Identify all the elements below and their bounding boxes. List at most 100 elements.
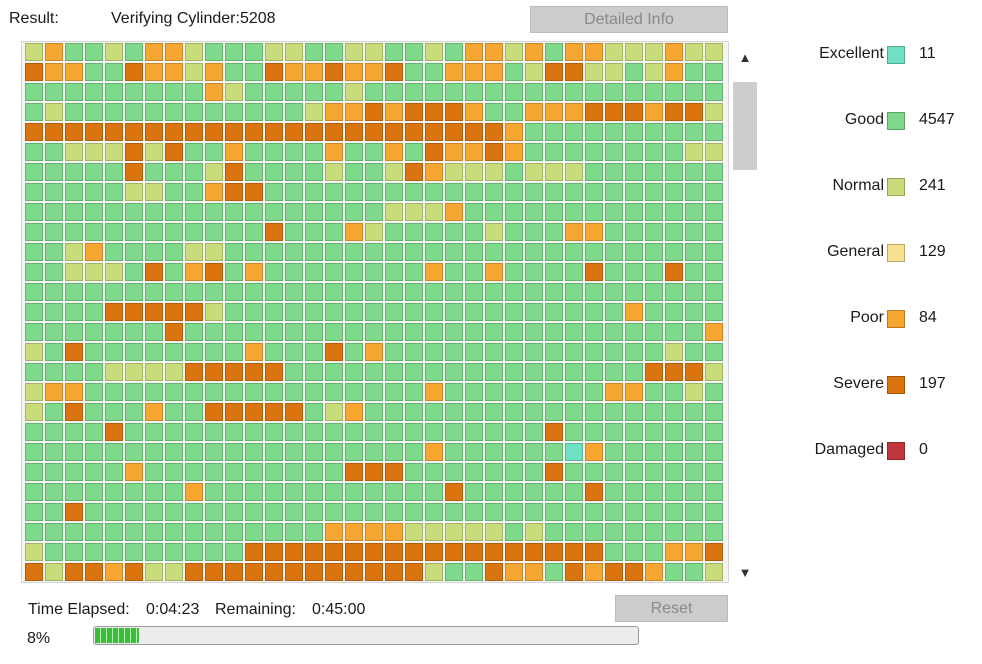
grid-cell <box>305 83 323 101</box>
grid-cell <box>605 463 623 481</box>
grid-cell <box>445 203 463 221</box>
grid-cell <box>185 83 203 101</box>
grid-cell <box>385 563 403 581</box>
grid-cell <box>605 323 623 341</box>
grid-cell <box>465 283 483 301</box>
chevron-down-icon[interactable]: ▼ <box>738 565 752 580</box>
grid-cell <box>305 483 323 501</box>
grid-cell <box>265 123 283 141</box>
grid-cell <box>65 223 83 241</box>
grid-cell <box>245 343 263 361</box>
grid-cell <box>645 183 663 201</box>
grid-cell <box>225 503 243 521</box>
grid-cell <box>625 483 643 501</box>
grid-cell <box>305 103 323 121</box>
grid-cell <box>625 43 643 61</box>
grid-cell <box>245 243 263 261</box>
grid-cell <box>525 403 543 421</box>
grid-cell <box>245 563 263 581</box>
grid-cell <box>325 463 343 481</box>
grid-cell <box>445 303 463 321</box>
cell-grid <box>24 42 724 582</box>
grid-cell <box>465 543 483 561</box>
grid-cell <box>645 103 663 121</box>
grid-cell <box>405 463 423 481</box>
grid-cell <box>625 123 643 141</box>
grid-cell <box>505 323 523 341</box>
grid-cell <box>685 563 703 581</box>
grid-cell <box>685 243 703 261</box>
grid-cell <box>585 443 603 461</box>
grid-cell <box>225 543 243 561</box>
detailed-info-button[interactable]: Detailed Info <box>530 6 728 33</box>
grid-cell <box>425 483 443 501</box>
grid-cell <box>545 263 563 281</box>
grid-cell <box>325 323 343 341</box>
grid-cell <box>65 323 83 341</box>
grid-cell <box>405 103 423 121</box>
grid-cell <box>145 483 163 501</box>
grid-cell <box>105 123 123 141</box>
grid-cell <box>665 143 683 161</box>
grid-cell <box>425 243 443 261</box>
grid-cell <box>125 463 143 481</box>
grid-cell <box>65 343 83 361</box>
grid-cell <box>485 83 503 101</box>
grid-cell <box>585 483 603 501</box>
grid-cell <box>705 523 723 541</box>
grid-cell <box>665 363 683 381</box>
grid-cell <box>285 283 303 301</box>
grid-cell <box>265 223 283 241</box>
grid-cell <box>485 523 503 541</box>
grid-cell <box>365 103 383 121</box>
reset-button[interactable]: Reset <box>615 595 728 622</box>
grid-cell <box>685 303 703 321</box>
grid-cell <box>365 263 383 281</box>
grid-cell <box>605 223 623 241</box>
scrollbar-thumb[interactable] <box>733 82 757 170</box>
grid-cell <box>185 443 203 461</box>
grid-cell <box>465 423 483 441</box>
grid-cell <box>25 303 43 321</box>
grid-cell <box>25 143 43 161</box>
grid-cell <box>25 423 43 441</box>
grid-cell <box>25 323 43 341</box>
grid-cell <box>265 443 283 461</box>
chevron-up-icon[interactable]: ▲ <box>738 50 752 65</box>
grid-cell <box>625 143 643 161</box>
grid-cell <box>365 523 383 541</box>
grid-cell <box>145 163 163 181</box>
grid-cell <box>345 483 363 501</box>
legend-label: Normal <box>832 177 884 194</box>
grid-cell <box>545 403 563 421</box>
grid-cell <box>45 223 63 241</box>
grid-cell <box>545 183 563 201</box>
grid-cell <box>705 163 723 181</box>
grid-cell <box>525 223 543 241</box>
grid-cell <box>65 423 83 441</box>
time-elapsed-value: 0:04:23 <box>146 601 200 618</box>
grid-cell <box>465 43 483 61</box>
progress-bar <box>93 626 639 645</box>
grid-cell <box>385 383 403 401</box>
grid-cell <box>445 283 463 301</box>
grid-cell <box>645 343 663 361</box>
grid-cell <box>525 103 543 121</box>
grid-cell <box>465 443 483 461</box>
grid-cell <box>265 343 283 361</box>
grid-cell <box>185 283 203 301</box>
grid-cell <box>505 403 523 421</box>
grid-cell <box>285 443 303 461</box>
grid-cell <box>445 323 463 341</box>
grid-cell <box>145 403 163 421</box>
grid-cell <box>505 263 523 281</box>
grid-cell <box>525 123 543 141</box>
grid-cell <box>245 543 263 561</box>
grid-cell <box>465 343 483 361</box>
grid-cell <box>45 63 63 81</box>
grid-cell <box>245 363 263 381</box>
grid-cell <box>65 143 83 161</box>
grid-cell <box>605 243 623 261</box>
grid-cell <box>45 243 63 261</box>
grid-cell <box>405 383 423 401</box>
